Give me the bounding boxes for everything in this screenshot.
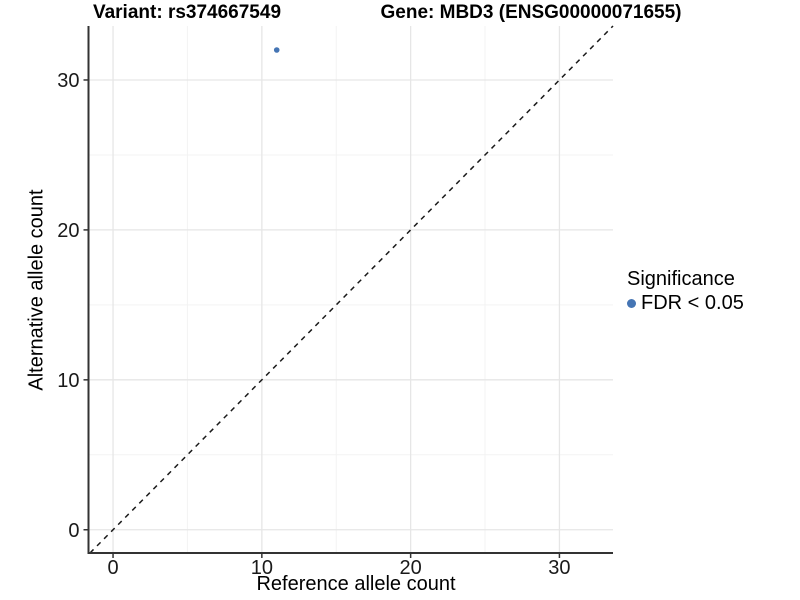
identity-dashed-line [89,25,614,554]
data-point [273,47,280,53]
legend-item-label: FDR < 0.05 [641,292,744,314]
x-tick-label: 30 [548,557,570,579]
y-tick-label: 20 [57,220,79,242]
plot-title-gene: Gene: MBD3 (ENSG00000071655) [380,2,682,23]
legend-item: FDR < 0.05 [627,292,744,315]
x-tick-label: 0 [107,557,118,579]
legend-title: Significance [627,268,735,290]
y-tick-label: 0 [68,520,79,542]
legend: Significance FDR < 0.05 [627,267,744,315]
y-tick-label: 10 [57,370,79,392]
legend-point-icon [627,299,636,308]
x-tick-label: 20 [400,557,422,579]
y-tick-label: 30 [57,70,79,92]
x-tick-label: 10 [251,557,273,579]
x-axis-title: Reference allele count [256,573,456,595]
plot-title-variant: Variant: rs374667549 [92,2,282,23]
y-axis-title: Alternative allele count [25,189,48,391]
